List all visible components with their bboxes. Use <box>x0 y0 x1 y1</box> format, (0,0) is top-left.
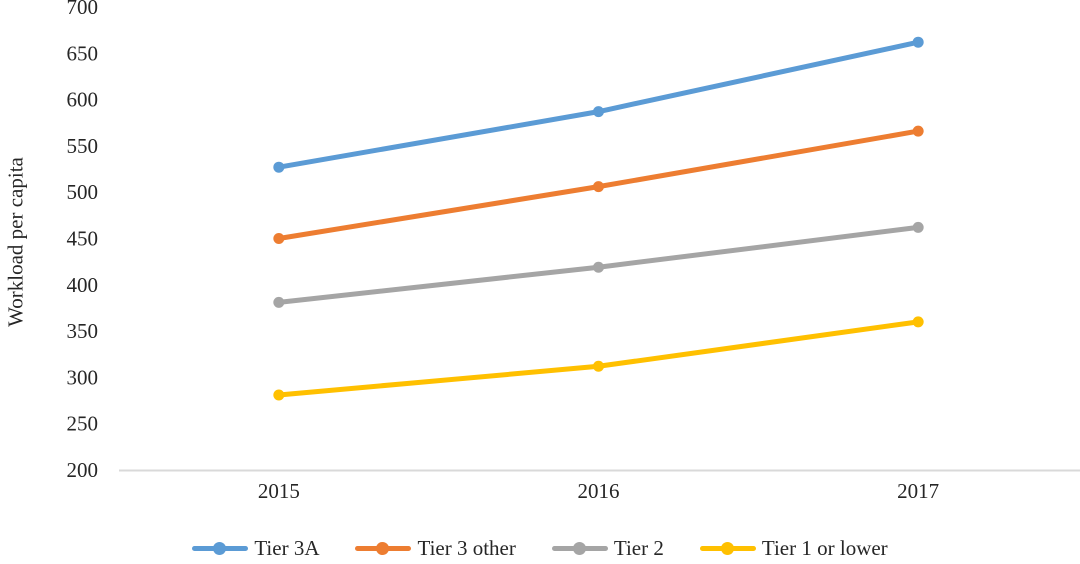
data-point-tier-3a <box>593 106 604 118</box>
legend-item-tier-2: Tier 2 <box>551 536 664 561</box>
y-tick-label: 550 <box>67 134 99 158</box>
y-tick-label: 350 <box>67 319 99 343</box>
data-point-tier-1-or-lower <box>593 360 604 372</box>
data-point-tier-3a <box>273 161 285 173</box>
data-point-tier-2 <box>593 261 604 273</box>
legend-item-tier-3a: Tier 3A <box>192 536 319 561</box>
legend-item-tier-1-or-lower: Tier 1 or lower <box>699 536 888 561</box>
data-point-tier-2 <box>912 221 924 233</box>
legend-marker-icon <box>699 542 756 555</box>
y-tick-label: 250 <box>67 412 99 436</box>
data-point-tier-3-other <box>593 181 604 193</box>
x-tick-label: 2015 <box>258 479 300 503</box>
legend: Tier 3A Tier 3 other Tier 2 Tier 1 or lo… <box>0 536 1080 561</box>
data-point-tier-3a <box>912 36 924 48</box>
data-point-tier-3-other <box>273 233 285 244</box>
y-tick-label: 300 <box>67 365 99 389</box>
data-point-tier-1-or-lower <box>912 316 924 328</box>
data-point-tier-1-or-lower <box>273 389 285 401</box>
series-line-tier-1-or-lower <box>276 319 921 398</box>
legend-marker-icon <box>551 542 608 555</box>
legend-marker-icon <box>355 542 412 555</box>
y-tick-label: 700 <box>67 0 99 19</box>
y-tick-label: 500 <box>67 180 99 204</box>
y-tick-label: 200 <box>67 458 99 482</box>
x-tick-label: 2016 <box>578 479 620 503</box>
y-tick-label: 450 <box>67 227 99 251</box>
y-tick-label: 600 <box>67 88 99 112</box>
x-tick-label: 2017 <box>897 479 939 503</box>
legend-label: Tier 3 other <box>417 536 516 560</box>
y-tick-label: 400 <box>67 273 99 297</box>
legend-item-tier-3-other: Tier 3 other <box>355 536 516 561</box>
legend-marker-icon <box>192 542 249 555</box>
legend-label: Tier 1 or lower <box>761 536 888 560</box>
plot-area: 700 650 600 550 500 450 400 350 300 250 200 2015 201… <box>67 0 1080 503</box>
legend-label: Tier 3A <box>254 536 320 560</box>
data-point-tier-3-other <box>912 125 924 137</box>
legend-label: Tier 2 <box>613 536 664 560</box>
data-point-tier-2 <box>273 296 285 308</box>
y-tick-label: 650 <box>67 41 99 65</box>
